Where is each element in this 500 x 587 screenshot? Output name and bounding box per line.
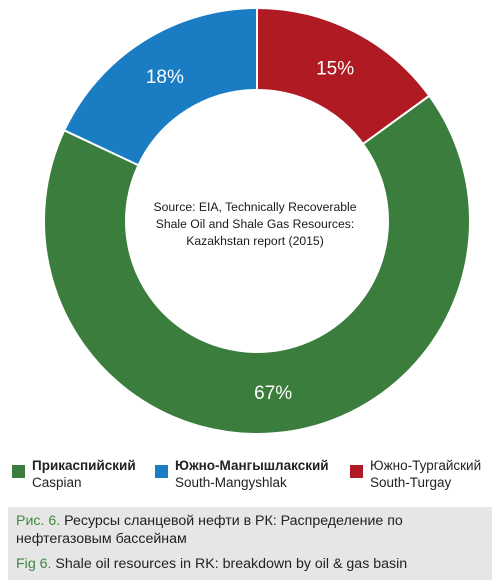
legend-label-caspian-ru: Прикаспийский [32, 458, 136, 473]
figure-caption: Рис. 6. Ресурсы сланцевой нефти в РК: Ра… [8, 507, 492, 580]
chart-legend: Прикаспийский Caspian Южно-Мангышлакский… [0, 457, 500, 497]
legend-label-caspian-en: Caspian [32, 475, 82, 490]
caption-en-line: Fig 6. Shale oil resources in RK: breakd… [16, 555, 407, 573]
slice-label-caspian: 67% [254, 383, 292, 404]
legend-label-south-turgay-ru: Южно-Тургайский [370, 458, 482, 473]
caption-en-prefix: Fig 6. [16, 556, 52, 572]
source-note-line-1: Source: EIA, Technically Recoverable [153, 200, 357, 214]
chart-source-note: Source: EIA, Technically Recoverable Sha… [145, 199, 365, 250]
legend-label-south-turgay-en: South-Turgay [370, 475, 452, 490]
caption-en-text: Shale oil resources in RK: breakdown by … [51, 556, 408, 572]
donut-slice-caspian [43, 94, 471, 435]
legend-swatch-south-turgay [350, 465, 363, 478]
legend-label-south-mangyshlak-ru: Южно-Мангышлакский [175, 458, 329, 473]
source-note-line-3: Kazakhstan report (2015) [186, 234, 324, 248]
donut-chart: 15% 67% 18% [43, 6, 471, 435]
legend-swatch-caspian [12, 465, 25, 478]
legend-swatch-south-mangyshlak [155, 465, 168, 478]
slice-label-south-mangyshlak: 18% [146, 67, 184, 88]
caption-ru-line-2: нефтегазовым бассейнам [16, 531, 187, 547]
caption-ru-text-1: Ресурсы сланцевой нефти в РК: Распределе… [60, 513, 403, 529]
legend-label-south-mangyshlak-en: South-Mangyshlak [175, 475, 287, 490]
source-note-line-2: Shale Oil and Shale Gas Resources: [155, 217, 355, 231]
donut-slice-south-mangyshlak [62, 6, 258, 167]
caption-ru-line-1: Рис. 6. Ресурсы сланцевой нефти в РК: Ра… [16, 512, 403, 530]
slice-label-south-turgay: 15% [316, 59, 354, 80]
caption-ru-prefix: Рис. 6. [16, 513, 61, 529]
